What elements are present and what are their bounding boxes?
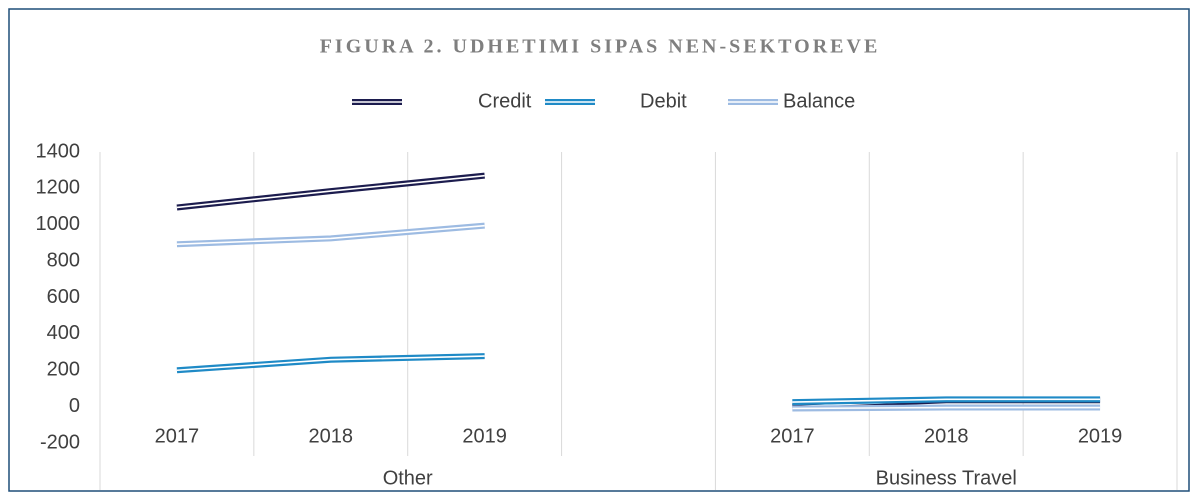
y-tick-label: 200 <box>47 359 80 381</box>
legend-label: Debit <box>640 90 687 112</box>
x-tick-label: 2019 <box>1078 425 1123 447</box>
x-tick-label: 2017 <box>770 425 815 447</box>
chart-title: FIGURA 2. UDHETIMI SIPAS NEN-SEKTOREVE <box>320 36 881 58</box>
x-tick-label: 2018 <box>309 425 354 447</box>
x-tick-label: 2017 <box>155 425 200 447</box>
legend-label: Credit <box>478 90 532 112</box>
y-tick-label: -200 <box>40 431 80 453</box>
group-label: Other <box>383 467 433 489</box>
series-line-gap <box>176 355 1101 403</box>
y-tick-label: 400 <box>47 322 80 344</box>
y-tick-label: 600 <box>47 286 80 308</box>
x-tick-label: 2018 <box>924 425 969 447</box>
y-tick-label: 1400 <box>36 140 81 162</box>
legend-label: Balance <box>783 90 855 112</box>
y-tick-label: 0 <box>69 395 80 417</box>
y-tick-label: 800 <box>47 249 80 271</box>
y-tick-label: 1000 <box>36 213 81 235</box>
y-tick-label: 1200 <box>36 177 81 199</box>
series-line-gap <box>176 224 1101 410</box>
group-label: Business Travel <box>876 467 1017 489</box>
x-tick-label: 2019 <box>462 425 507 447</box>
chart-frame <box>8 8 1190 492</box>
